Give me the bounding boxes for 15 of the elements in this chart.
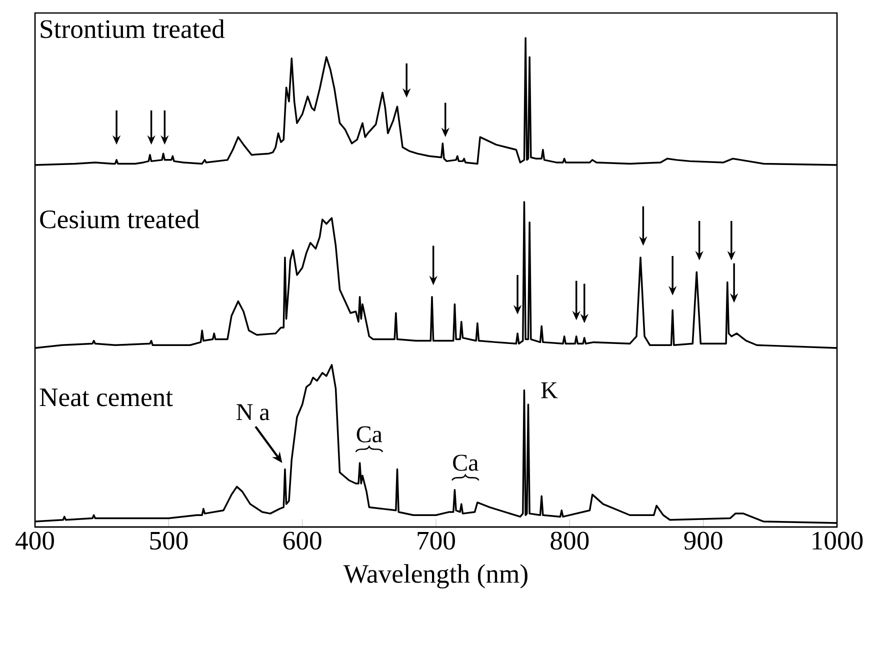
x-axis-title: Wavelength (nm): [343, 564, 528, 588]
annotation: Ca: [356, 426, 382, 442]
x-tick-label: 1000: [812, 532, 863, 550]
chart-title: Cesium treated: [40, 210, 200, 228]
annotation: N a: [236, 404, 270, 420]
text: Neat cement: [40, 388, 173, 406]
chart-title: Strontium treated: [40, 19, 225, 38]
annotation: Ca: [453, 454, 478, 471]
x-tick-label: 700: [418, 532, 455, 550]
x-tick-label: 400: [16, 532, 54, 550]
annotation: K: [541, 382, 558, 398]
x-tick-label: 500: [150, 532, 188, 550]
x-tick-label: 900: [684, 532, 722, 550]
x-tick-label: 800: [550, 532, 589, 550]
x-tick-label: 600: [283, 532, 322, 550]
